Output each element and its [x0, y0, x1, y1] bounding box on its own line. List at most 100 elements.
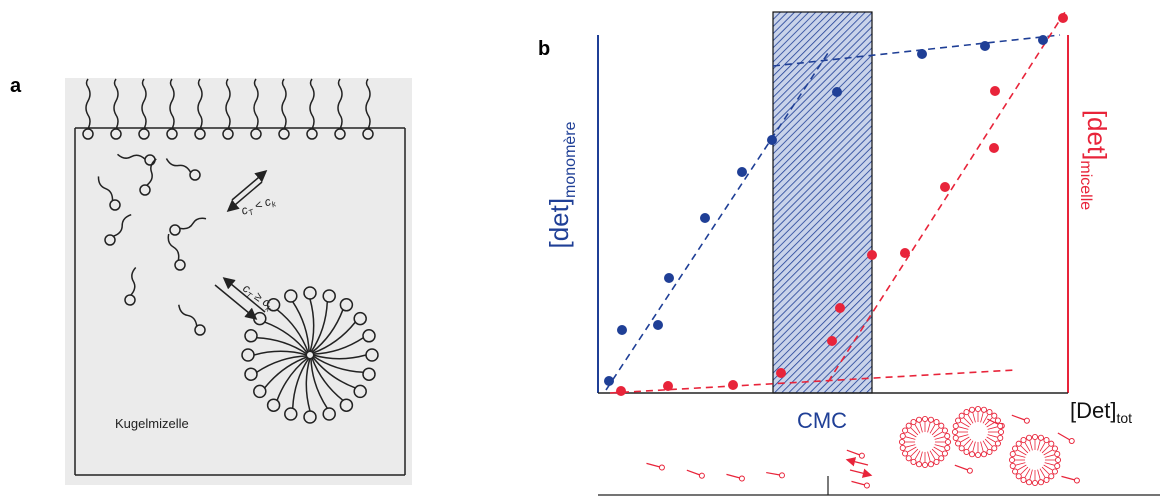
micelle-tail	[984, 417, 993, 426]
tail	[292, 301, 310, 353]
blue-point	[980, 41, 990, 51]
blue-point	[664, 273, 674, 283]
monomer-tail	[646, 462, 661, 468]
micelle-tail	[1029, 440, 1033, 451]
head	[253, 384, 267, 399]
panel-label: b	[538, 38, 550, 60]
micelle-tail	[919, 422, 923, 433]
tail	[167, 233, 180, 261]
cmc-label: CMC	[797, 408, 847, 433]
tail	[256, 336, 308, 355]
head	[109, 199, 121, 211]
tail	[225, 78, 231, 130]
micelle-head	[997, 434, 1004, 442]
tail	[264, 356, 308, 389]
micelle-tail	[1020, 445, 1029, 454]
micelle-head	[952, 434, 959, 442]
head	[339, 398, 354, 412]
tail	[309, 78, 315, 130]
micelle-tail	[1020, 466, 1029, 475]
tail	[365, 78, 371, 130]
head	[284, 407, 298, 421]
monomer-tail	[726, 473, 741, 479]
micelle-tail	[1017, 464, 1027, 471]
red-point	[616, 386, 626, 396]
diagram-a	[74, 78, 406, 476]
micelle-tail	[1039, 442, 1046, 452]
tail	[312, 321, 356, 354]
blue-point	[604, 376, 614, 386]
blue-point	[700, 213, 710, 223]
monomer-tail	[766, 471, 781, 476]
tail	[312, 337, 364, 355]
micelle-tail	[1024, 468, 1031, 478]
head	[253, 311, 267, 326]
red-point	[835, 303, 845, 313]
micelle-tail	[929, 450, 936, 460]
head	[104, 234, 116, 246]
micelle-tail	[934, 444, 945, 448]
blue-point	[767, 135, 777, 145]
y-left-label: [det]monomère	[544, 121, 579, 248]
head	[244, 367, 258, 381]
micelle-tail	[1037, 469, 1041, 480]
micelle-tail	[958, 434, 969, 438]
monomer-head	[1073, 477, 1080, 484]
micelle-tail	[907, 431, 917, 438]
micelle-tail	[1041, 466, 1050, 475]
micelle-head	[899, 444, 906, 452]
micelle-tail	[934, 436, 945, 440]
micelle-head	[952, 422, 959, 430]
micelle-head	[941, 427, 948, 434]
micelle-tail	[963, 417, 972, 426]
red-point	[663, 381, 673, 391]
monomer-head	[966, 467, 973, 474]
red-point	[776, 368, 786, 378]
tail	[253, 78, 259, 130]
monomer-tail	[954, 464, 969, 471]
monomer-head	[1068, 438, 1075, 444]
scan-background	[65, 78, 412, 485]
points	[604, 13, 1068, 396]
tail	[197, 78, 203, 130]
tail	[309, 298, 315, 353]
micelle-tail	[960, 421, 970, 428]
head	[284, 289, 298, 303]
tail	[310, 357, 328, 409]
trend-lines	[605, 11, 1066, 394]
micelle-head	[1037, 434, 1045, 441]
head	[124, 294, 136, 306]
micelle-tail	[967, 414, 974, 424]
micelle-head	[958, 445, 965, 452]
micelle-tail	[1039, 468, 1046, 478]
tail	[116, 153, 146, 160]
monomer-tail	[1057, 432, 1071, 441]
micelle-tail	[914, 450, 921, 460]
micelle-head	[955, 417, 962, 424]
monomer-head	[1023, 417, 1030, 424]
tail	[141, 78, 147, 130]
micelle-head	[910, 419, 917, 426]
red-point	[989, 143, 999, 153]
micelle-head	[1054, 462, 1061, 470]
micelle-tail	[914, 424, 921, 434]
micelle-head	[915, 461, 923, 468]
tail	[311, 356, 356, 389]
micelle-head	[986, 448, 993, 455]
monomer-head	[863, 482, 870, 489]
micelle-head	[927, 461, 935, 468]
head	[322, 407, 336, 421]
blue-point	[617, 325, 627, 335]
tail	[305, 357, 311, 412]
head	[362, 367, 376, 381]
head	[362, 329, 376, 343]
red-point	[1058, 13, 1068, 23]
micelle-tail	[984, 438, 993, 447]
micelle-tail	[967, 440, 974, 450]
head	[353, 311, 367, 326]
micelle-tail	[987, 426, 998, 430]
head	[144, 154, 156, 166]
head	[194, 324, 206, 336]
micelle-tail	[982, 414, 989, 424]
tail	[291, 357, 310, 409]
